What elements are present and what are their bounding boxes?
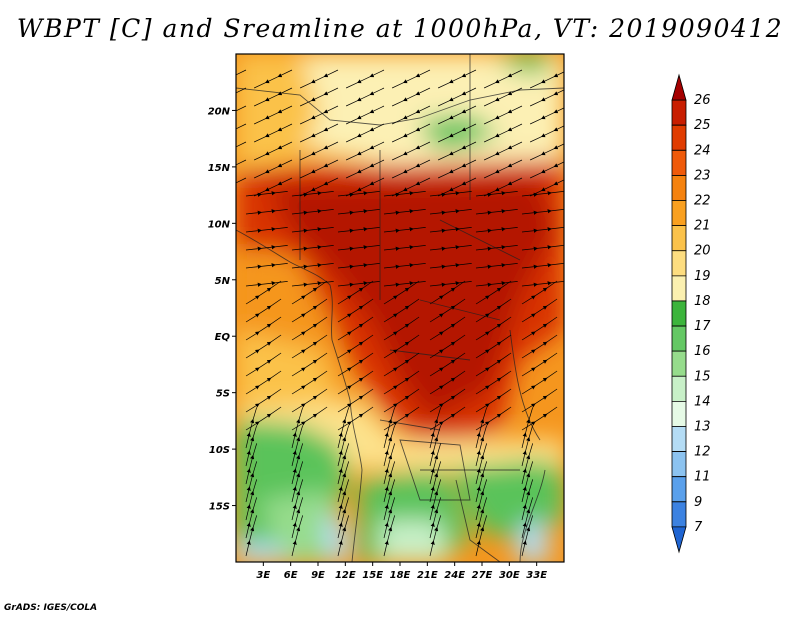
colorbar-swatch [671,375,687,402]
lon-tick-label: 18E [390,570,411,581]
longitude-axis: 3E 6E 9E 12E 15E 18E 21E 24E 27E 30E 33E [256,562,547,581]
wbpt-shaded-field [236,54,564,562]
map-plot-area [236,54,564,562]
colorbar-swatch [671,99,687,126]
colorbar-swatch [671,501,687,528]
colorbar-swatch [671,200,687,227]
colorbar-label: 18 [694,294,711,309]
colorbar-label: 9 [694,495,702,510]
colorbar-swatch [671,225,687,252]
lat-tick-label: 15S [209,502,230,513]
lat-tick-label: 5N [215,276,231,287]
colorbar-swatch [671,325,687,352]
colorbar-label: 11 [694,470,711,485]
lon-tick-label: 27E [472,570,493,581]
lat-tick-label: 10S [209,445,230,456]
colorbar-label: 7 [694,520,703,535]
colorbar-label: 20 [694,244,711,259]
colorbar-label: 24 [694,143,711,158]
colorbar-swatch [671,124,687,151]
grads-credit: GrADS: IGES/COLA [4,603,98,613]
lon-tick-label: 21E [417,570,438,581]
colorbar-label: 26 [694,93,711,108]
lat-tick-label: EQ [215,332,231,343]
colorbar-swatch [671,73,687,101]
colorbar-swatch [671,175,687,201]
colorbar-swatch [671,400,687,427]
map-title: WBPT [C] and Sreamline at 1000hPa, VT: 2… [16,14,784,43]
lon-tick-label: 33E [526,570,547,581]
colorbar-label: 25 [694,118,711,133]
lat-tick-label: 20N [208,106,231,117]
colorbar-swatch [671,476,687,503]
latitude-axis: 20N 15N 10N 5N EQ 5S 10S 15S [208,106,236,513]
colorbar-label: 21 [694,219,711,234]
colorbar-swatch [671,426,687,452]
colorbar-label: 19 [694,269,711,284]
colorbar-swatch [671,275,687,302]
colorbar-swatch [671,451,687,478]
lat-tick-label: 15N [208,163,231,174]
colorbar-label: 23 [694,168,711,183]
lon-tick-label: 15E [362,570,383,581]
colorbar-label: 14 [694,394,711,409]
lon-tick-label: 24E [444,570,465,581]
colorbar-swatch [671,149,687,176]
coastlines-and-borders [236,54,564,562]
lon-tick-label: 3E [256,570,270,581]
colorbar-label: 12 [694,445,711,460]
colorbar-swatch [671,526,687,554]
lat-tick-label: 10N [208,219,231,230]
lat-tick-label: 5S [216,389,230,400]
colorbar-swatch [671,250,687,277]
lon-tick-label: 12E [335,570,356,581]
colorbar-label: 22 [694,194,711,209]
colorbar-swatch [671,350,687,377]
colorbar-legend: 26 25 24 23 22 21 20 19 18 17 16 15 14 13 12 11 9 7 [671,73,711,554]
colorbar-label: 16 [694,344,711,359]
streamlines [236,69,564,557]
colorbar-label: 13 [694,419,711,434]
colorbar-swatch [671,300,687,327]
lon-tick-label: 6E [284,570,298,581]
lon-tick-label: 9E [311,570,325,581]
colorbar-label: 15 [694,369,711,384]
colorbar-label: 17 [694,319,711,334]
lon-tick-label: 30E [499,570,520,581]
